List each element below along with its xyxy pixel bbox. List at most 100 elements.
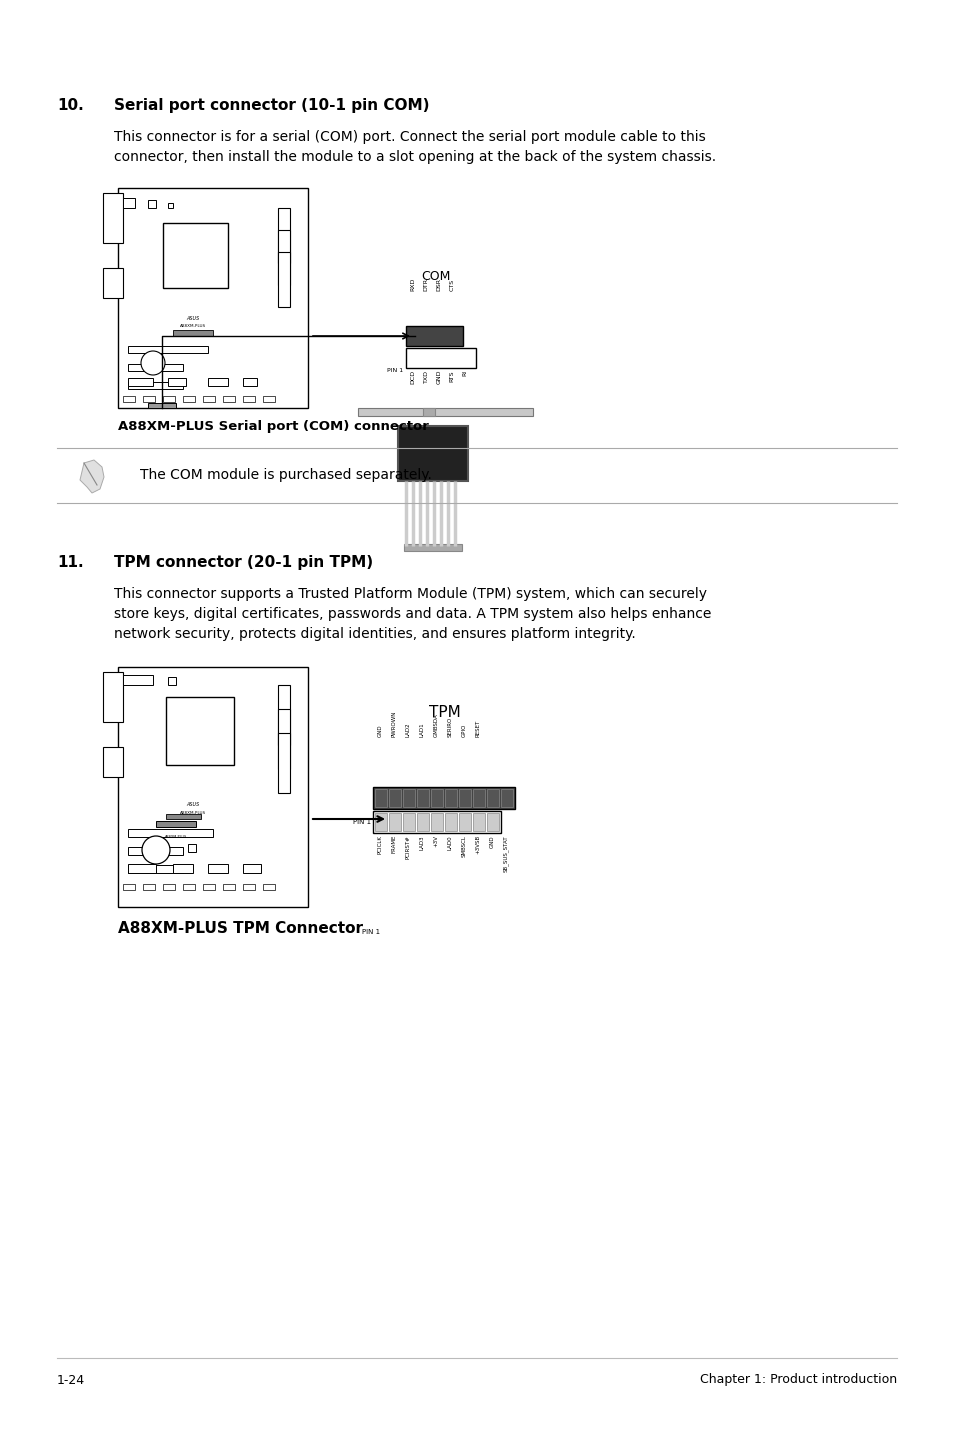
Text: RTS: RTS bbox=[449, 370, 454, 381]
Text: A88XM-PLUS: A88XM-PLUS bbox=[165, 835, 187, 838]
Text: ASUS: ASUS bbox=[186, 802, 199, 808]
Text: DCD: DCD bbox=[410, 370, 416, 384]
Bar bbox=[223, 395, 234, 403]
Text: DSR: DSR bbox=[436, 278, 441, 290]
Bar bbox=[123, 395, 135, 403]
Bar bbox=[123, 674, 152, 684]
Bar bbox=[473, 789, 484, 807]
Bar bbox=[263, 884, 274, 890]
Bar bbox=[208, 378, 228, 385]
Bar bbox=[486, 812, 498, 831]
Bar bbox=[118, 188, 308, 408]
Bar bbox=[172, 864, 193, 873]
Bar bbox=[123, 884, 135, 890]
Text: LAD0: LAD0 bbox=[447, 835, 452, 850]
Text: This connector is for a serial (COM) port. Connect the serial port module cable : This connector is for a serial (COM) por… bbox=[113, 129, 705, 144]
Text: RESET: RESET bbox=[475, 720, 480, 738]
Text: CTS: CTS bbox=[449, 279, 454, 290]
Text: SERIRO: SERIRO bbox=[447, 716, 452, 738]
Bar bbox=[389, 812, 400, 831]
Text: Serial port connector (10-1 pin COM): Serial port connector (10-1 pin COM) bbox=[113, 98, 429, 114]
Bar bbox=[156, 821, 195, 827]
Text: TPM connector (20-1 pin TPM): TPM connector (20-1 pin TPM) bbox=[113, 555, 373, 569]
Text: GND: GND bbox=[489, 835, 494, 847]
Text: PIN 1: PIN 1 bbox=[353, 820, 371, 825]
Text: PIN 1: PIN 1 bbox=[361, 929, 379, 935]
Bar bbox=[277, 252, 290, 306]
Bar bbox=[103, 193, 123, 243]
Text: TXD: TXD bbox=[423, 370, 428, 383]
Bar bbox=[375, 789, 387, 807]
Bar bbox=[163, 223, 228, 288]
Bar bbox=[357, 408, 533, 416]
Bar bbox=[431, 812, 442, 831]
Bar bbox=[277, 684, 290, 745]
Text: The COM module is purchased separately.: The COM module is purchased separately. bbox=[140, 467, 432, 482]
Bar bbox=[128, 378, 152, 385]
Text: GND: GND bbox=[436, 370, 441, 384]
Text: +3V: +3V bbox=[433, 835, 438, 847]
Bar bbox=[277, 733, 290, 792]
Bar bbox=[123, 198, 135, 209]
Text: PCICLK: PCICLK bbox=[377, 835, 382, 854]
Text: store keys, digital certificates, passwords and data. A TPM system also helps en: store keys, digital certificates, passwo… bbox=[113, 607, 711, 621]
Bar bbox=[277, 709, 290, 769]
Bar bbox=[163, 395, 174, 403]
Text: LAD1: LAD1 bbox=[419, 722, 424, 738]
Bar bbox=[128, 347, 208, 352]
Text: RXD: RXD bbox=[410, 278, 416, 290]
Text: ASUS: ASUS bbox=[186, 315, 199, 321]
Bar bbox=[172, 329, 213, 336]
Bar bbox=[166, 697, 233, 765]
Bar bbox=[148, 403, 175, 408]
Bar bbox=[183, 395, 194, 403]
Bar bbox=[406, 326, 462, 347]
Bar bbox=[402, 812, 415, 831]
Bar bbox=[128, 364, 183, 371]
Bar bbox=[397, 426, 468, 480]
Bar bbox=[402, 789, 415, 807]
Bar bbox=[373, 811, 500, 833]
Bar bbox=[373, 787, 515, 810]
Text: GPIO: GPIO bbox=[461, 723, 466, 738]
Bar bbox=[389, 789, 400, 807]
Bar bbox=[431, 789, 442, 807]
Bar bbox=[188, 844, 195, 851]
Bar bbox=[118, 667, 308, 907]
Text: Chapter 1: Product introduction: Chapter 1: Product introduction bbox=[700, 1373, 896, 1386]
Text: A88XM-PLUS Serial port (COM) connector: A88XM-PLUS Serial port (COM) connector bbox=[118, 420, 429, 433]
Bar bbox=[168, 378, 186, 385]
Text: A88XM-PLUS: A88XM-PLUS bbox=[180, 811, 206, 815]
Text: A88XM-PLUS: A88XM-PLUS bbox=[180, 324, 206, 328]
Text: LAD3: LAD3 bbox=[419, 835, 424, 850]
Bar bbox=[103, 746, 123, 777]
Bar bbox=[208, 864, 228, 873]
Bar bbox=[168, 203, 172, 209]
Bar bbox=[444, 789, 456, 807]
Text: SB_SUS_STAT: SB_SUS_STAT bbox=[502, 835, 508, 871]
Circle shape bbox=[142, 835, 170, 864]
Bar bbox=[277, 230, 290, 285]
Bar bbox=[128, 828, 213, 837]
Bar bbox=[403, 544, 461, 551]
Text: LAD2: LAD2 bbox=[405, 722, 410, 738]
Bar bbox=[263, 395, 274, 403]
Bar bbox=[473, 812, 484, 831]
Bar bbox=[183, 884, 194, 890]
Bar bbox=[243, 864, 261, 873]
Bar bbox=[128, 864, 156, 873]
Text: RI: RI bbox=[462, 370, 467, 377]
Bar bbox=[243, 395, 254, 403]
Text: 10.: 10. bbox=[57, 98, 84, 114]
Bar bbox=[243, 884, 254, 890]
Bar bbox=[458, 789, 471, 807]
Bar bbox=[128, 383, 183, 390]
Bar bbox=[148, 200, 156, 209]
Text: 1-24: 1-24 bbox=[57, 1373, 85, 1386]
Text: GND: GND bbox=[377, 725, 382, 738]
Bar bbox=[128, 847, 183, 856]
Bar bbox=[203, 884, 214, 890]
Text: This connector supports a Trusted Platform Module (TPM) system, which can secure: This connector supports a Trusted Platfo… bbox=[113, 587, 706, 601]
Bar bbox=[416, 789, 429, 807]
Bar bbox=[143, 395, 154, 403]
